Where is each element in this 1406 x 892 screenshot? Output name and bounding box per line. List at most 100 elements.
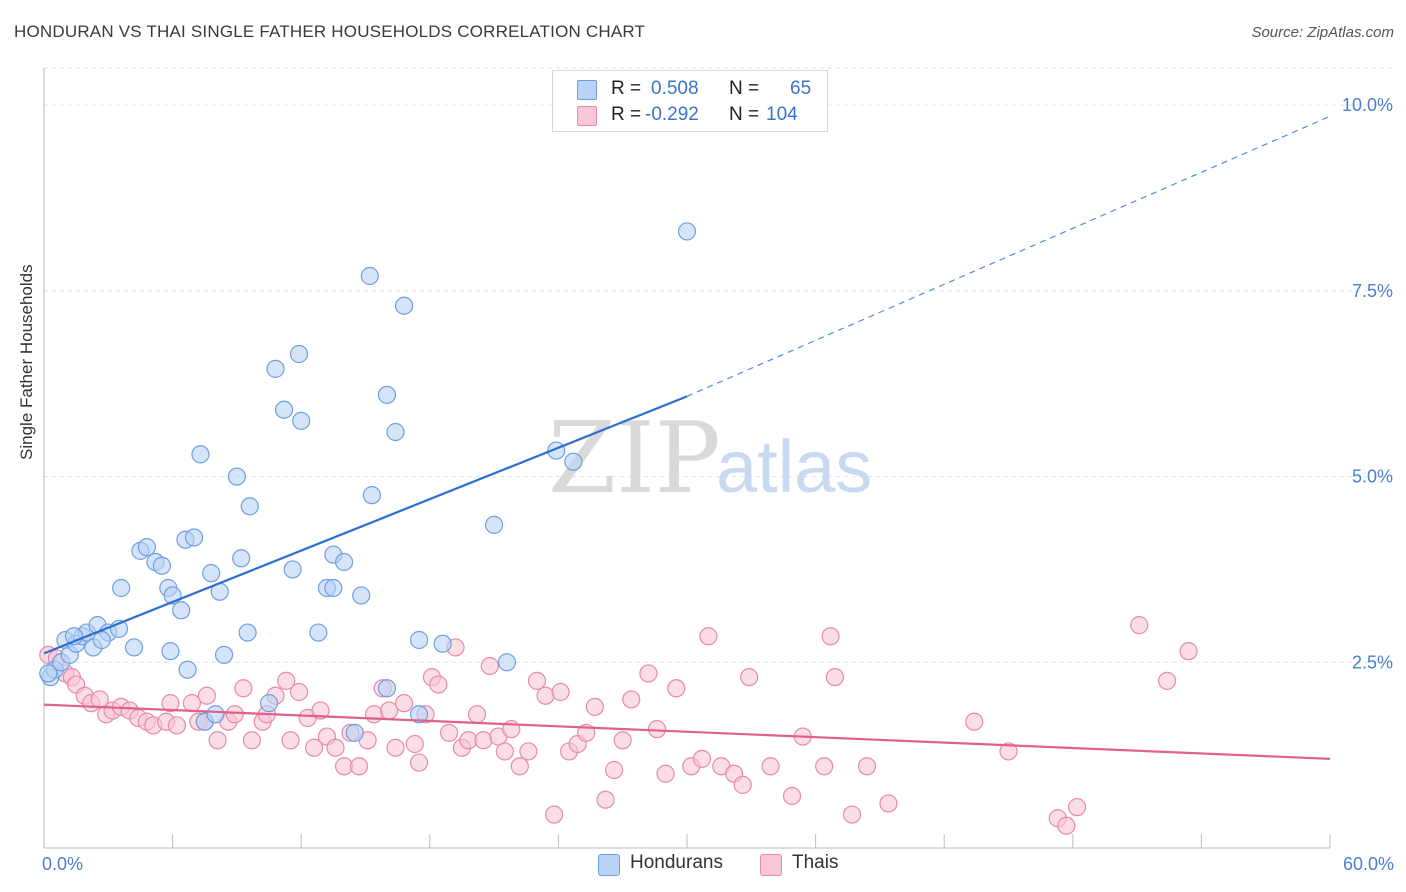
- honduran-point: [360, 266, 379, 286]
- honduran-point: [191, 445, 210, 464]
- r-label: R =: [611, 104, 642, 125]
- trend-lines: [43, 115, 1331, 760]
- honduran-point: [184, 528, 204, 547]
- thai-point: [234, 679, 253, 698]
- thai-point: [613, 731, 632, 750]
- honduran-swatch: [598, 854, 620, 876]
- thai-point: [1179, 642, 1198, 661]
- y-tick-label: 10.0%: [1342, 95, 1393, 115]
- thai-point: [429, 675, 448, 694]
- thai-point: [527, 671, 547, 690]
- thai-point: [596, 790, 615, 809]
- thai-point: [999, 742, 1018, 761]
- honduran-point: [292, 411, 311, 430]
- honduran-point: [124, 638, 144, 657]
- thai-point: [182, 694, 201, 713]
- thai-point: [761, 757, 780, 776]
- honduran-point: [206, 705, 225, 724]
- thai-point: [667, 679, 686, 698]
- y-tick-label: 5.0%: [1352, 467, 1393, 487]
- thai-swatch: [577, 106, 597, 126]
- honduran-point: [433, 634, 452, 653]
- honduran-point: [564, 452, 583, 471]
- stats-row-thais: R = -0.292 N = 104: [553, 102, 827, 128]
- thai-point: [622, 690, 641, 709]
- thai-point: [197, 686, 216, 705]
- thai-point: [536, 686, 555, 705]
- thai-point: [545, 805, 564, 824]
- x-tick-label: 0.0%: [42, 854, 83, 874]
- honduran-point: [334, 552, 354, 572]
- axes: [43, 68, 1331, 849]
- honduran-point: [345, 723, 364, 742]
- thai-point: [842, 805, 862, 824]
- honduran-point: [274, 400, 294, 419]
- honduran-point: [377, 385, 397, 404]
- thai-point: [605, 760, 624, 780]
- thai-point: [1067, 798, 1087, 817]
- honduran-point: [324, 578, 343, 598]
- thai-point: [782, 786, 802, 806]
- thai-point: [405, 734, 424, 754]
- thai-point: [1130, 616, 1149, 635]
- n-label: N =: [729, 78, 760, 99]
- thai-point: [692, 749, 712, 768]
- legend-label: Thais: [792, 852, 839, 873]
- thai-point: [161, 694, 180, 713]
- honduran-point: [202, 564, 221, 583]
- honduran-point: [137, 538, 156, 557]
- x-tick-label: 60.0%: [1343, 854, 1394, 874]
- thai-point: [1057, 816, 1076, 835]
- thai-point: [825, 668, 844, 687]
- honduran-point: [352, 586, 371, 605]
- honduran-point: [497, 653, 517, 672]
- honduran-point: [309, 623, 328, 642]
- honduran-point: [386, 422, 405, 442]
- thai-point: [733, 775, 752, 794]
- thai-point: [821, 627, 840, 646]
- honduran-point: [485, 515, 504, 534]
- thai-point: [480, 656, 499, 676]
- thai-point: [656, 764, 675, 783]
- honduran-point: [266, 359, 285, 378]
- r-value: -0.292: [645, 104, 699, 125]
- y-tick-label: 2.5%: [1352, 652, 1393, 672]
- thai-point: [699, 627, 718, 646]
- thai-point: [879, 794, 898, 813]
- honduran-point: [259, 694, 279, 713]
- watermark-atlas: atlas: [716, 425, 872, 508]
- thai-points: [39, 616, 1198, 835]
- y-tick-label: 7.5%: [1352, 281, 1393, 301]
- tick-labels: 2.5% 5.0% 7.5% 10.0% 0.0% 60.0%: [42, 95, 1394, 874]
- r-label: R =: [611, 78, 642, 99]
- honduran-point: [409, 705, 429, 724]
- honduran-point: [92, 630, 111, 650]
- honduran-point: [39, 664, 58, 683]
- thai-point: [815, 757, 834, 776]
- honduran-point: [178, 660, 197, 679]
- thai-point: [1158, 671, 1177, 690]
- thai-point: [439, 723, 459, 742]
- honduran-point: [409, 630, 429, 650]
- thai-point: [364, 705, 384, 724]
- stats-row-hondurans: R = 0.508 N = 65: [553, 76, 827, 102]
- legend-label: Hondurans: [630, 852, 723, 873]
- thai-point: [740, 668, 759, 687]
- thai-point: [394, 694, 414, 713]
- thai-point: [495, 742, 514, 761]
- stats-box: R = 0.508 N = 65 R = -0.292 N = 104: [552, 70, 828, 132]
- thai-point: [349, 757, 369, 776]
- r-value: 0.508: [651, 78, 699, 99]
- chart-title: HONDURAN VS THAI SINGLE FATHER HOUSEHOLD…: [14, 22, 646, 41]
- thai-point: [857, 757, 877, 776]
- thai-point: [510, 757, 529, 776]
- thai-point: [585, 697, 604, 716]
- honduran-swatch: [577, 80, 597, 100]
- honduran-point: [172, 601, 191, 620]
- honduran-point: [227, 467, 246, 486]
- watermark: ZIP atlas: [548, 402, 872, 516]
- honduran-point: [161, 642, 180, 661]
- honduran-trend-extension: [686, 115, 1331, 397]
- honduran-point: [394, 296, 414, 315]
